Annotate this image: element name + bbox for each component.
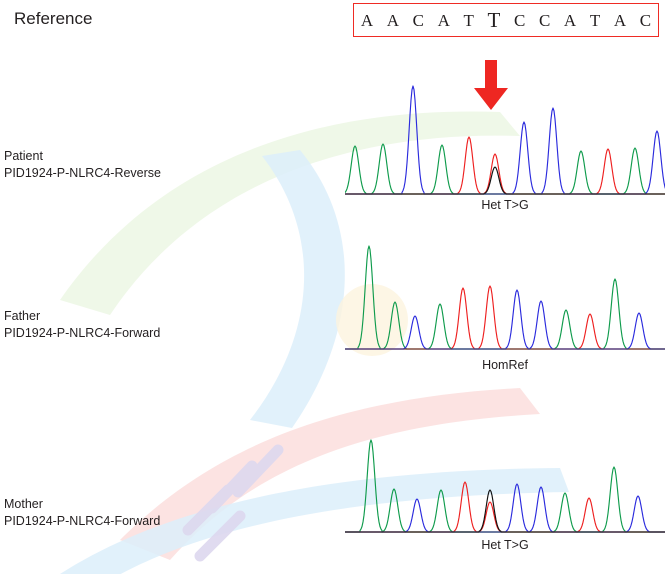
reference-base: A [360,10,374,30]
trace-channel-T [345,136,665,195]
sample-id: PID1924-P-NLRC4-Forward [4,325,161,340]
sample-label-mother: Mother PID1924-P-NLRC4-Forward [4,496,160,529]
trace-channel-A [345,439,665,533]
reference-sequence-box: A A C A T T C C A T A C [353,3,659,37]
variant-down-arrow-icon [474,60,508,110]
reference-base: C [538,10,551,30]
reference-base: C [639,10,652,30]
sample-id: PID1924-P-NLRC4-Reverse [4,165,162,180]
sample-relation: Mother [4,497,43,511]
chromatogram-trace [345,245,665,350]
sample-label-father: Father PID1924-P-NLRC4-Forward [4,308,160,341]
watermark-strand-blue-upper [250,150,345,428]
chromatogram-father [345,232,665,357]
reference-base-variant: T [487,7,501,32]
sample-label-patient: Patient PID1924-P-NLRC4-Reverse [4,148,161,181]
sample-relation: Patient [4,149,43,163]
trace-channel-A [345,143,665,195]
reference-base: C [513,10,526,30]
trace-channel-C [345,289,665,350]
reference-base: T [463,10,474,30]
trace-channel-A [345,245,665,350]
trace-channel-T [345,285,665,350]
reference-base: A [613,10,627,30]
sample-relation: Father [4,309,41,323]
reference-base: T [589,10,601,30]
variant-call-mother: Het T>G [481,538,529,552]
reference-base: A [563,10,577,30]
chromatogram-mother [345,424,665,540]
reference-base: A [437,10,450,30]
variant-call-patient: Het T>G [481,198,529,212]
chromatogram-trace [345,439,665,533]
reference-base: A [386,10,399,30]
page-title: Reference [14,9,93,28]
sample-id: PID1924-P-NLRC4-Forward [4,513,161,528]
variant-call-father: HomRef [482,358,528,372]
reference-base: C [412,10,424,30]
watermark-rungs [182,444,284,562]
trace-channel-G [345,489,665,533]
